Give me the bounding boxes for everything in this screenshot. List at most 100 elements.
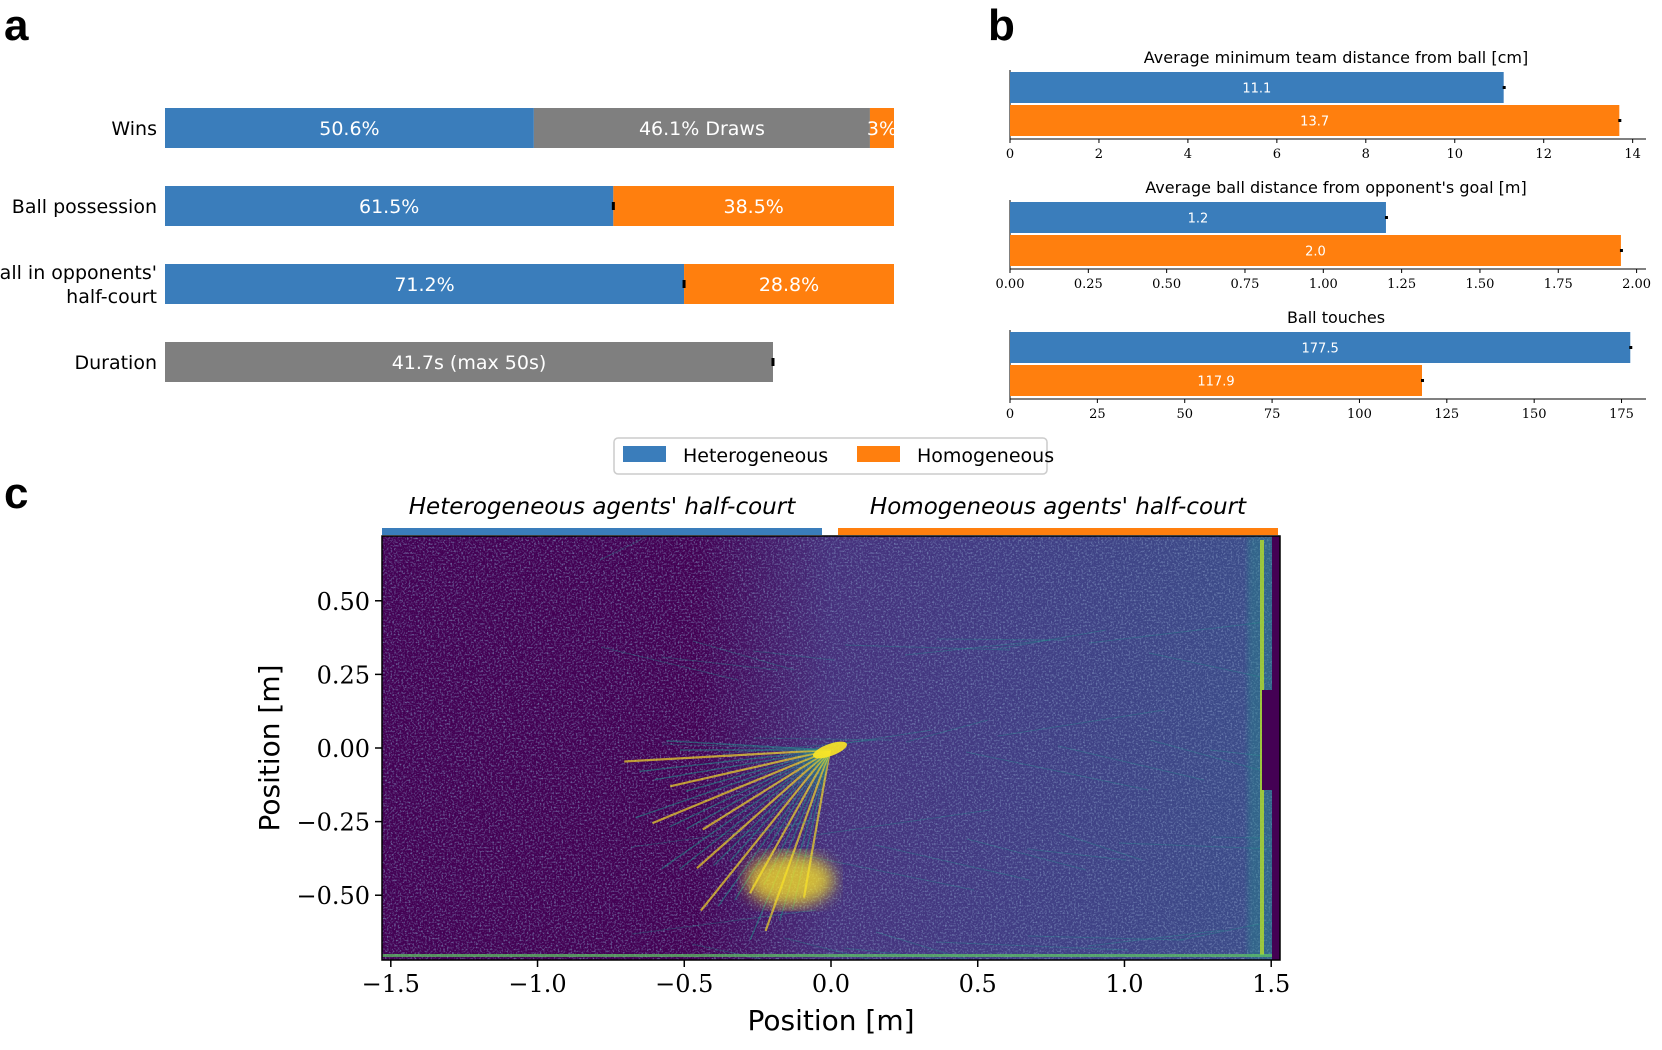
bar-segment-heterogeneous-row-1: [165, 186, 614, 226]
heatmap-ray: [624, 748, 831, 763]
error-bar-heterogeneous-b3: [1629, 346, 1633, 349]
heatmap-ray: [713, 749, 831, 867]
x-tick-label-b1: 12: [1535, 147, 1552, 162]
x-tick-label-b2: 0.50: [1152, 277, 1181, 292]
error-bar-homogeneous-b3: [1421, 379, 1425, 382]
x-tick-label-b1: 2: [1095, 147, 1103, 162]
x-tick-label-b1: 10: [1446, 147, 1463, 162]
heatmap-trajectory-line: [1027, 935, 1185, 941]
heatmap-y-tick-label: 0.00: [317, 735, 370, 763]
heatmap-hotspot-kickoff: [812, 741, 848, 759]
panel-b-chart-1: Average minimum team distance from ball …: [1006, 48, 1646, 162]
bar-segment-homogeneous-row-2: [684, 264, 894, 304]
error-bar-heterogeneous-b2: [1384, 216, 1388, 219]
x-tick-label-b3: 0: [1006, 407, 1014, 422]
bar-segment-label-draws-row-0: 46.1% Draws: [639, 118, 765, 140]
heatmap-right-edge: [1272, 536, 1280, 960]
bar-value-label-heterogeneous-b3: 177.5: [1302, 342, 1339, 357]
heatmap-y-tick-label: −0.50: [296, 882, 370, 910]
error-bar-row-3: [771, 358, 775, 366]
heatmap-trajectory-line: [996, 629, 1107, 650]
x-tick-label-b2: 1.75: [1544, 277, 1573, 292]
bar-segment-draws-row-3: [165, 342, 773, 382]
heatmap-trajectory-line: [966, 838, 1087, 871]
heatmap-trajectory-line: [1149, 739, 1261, 771]
row-label-1-line-0: Ball possession: [12, 196, 157, 218]
heatmap-x-tick-label: −1.0: [508, 970, 566, 998]
bar-segment-draws-row-0: [533, 108, 870, 148]
row-label-0-line-0: Wins: [111, 118, 157, 140]
heatmap-ray: [654, 749, 831, 781]
x-tick-label-b2: 0.25: [1074, 277, 1103, 292]
heatmap-ray: [679, 749, 831, 870]
bar-segment-label-draws-row-3: 41.7s (max 50s): [392, 352, 547, 374]
half-court-bar-homogeneous: [838, 528, 1278, 535]
heatmap-trajectory-line: [692, 640, 795, 671]
half-court-bar-heterogeneous: [382, 528, 822, 535]
heatmap-bottom-wall: [382, 954, 1280, 957]
heatmap-ray: [717, 749, 831, 907]
panel-b-chart-3: Ball touches 177.5 117.9 0 25 50 75 100 125 150 17…: [1006, 308, 1646, 422]
legend-swatch-heterogeneous: [623, 446, 666, 462]
bar-segment-label-homogeneous-row-2: 28.8%: [759, 274, 819, 296]
panel-b-chart-2: Average ball distance from opponent's go…: [996, 178, 1652, 292]
heatmap-trajectory-line: [814, 809, 991, 836]
heatmap-ray: [635, 749, 831, 819]
x-tick-label-b1: 4: [1184, 147, 1192, 162]
x-tick-label-b2: 1.25: [1387, 277, 1416, 292]
bar-segment-heterogeneous-row-0: [165, 108, 534, 148]
x-tick-label-b3: 150: [1522, 407, 1547, 422]
chart-title-b3: Ball touches: [1287, 308, 1385, 327]
heatmap-trajectory-line: [691, 943, 768, 960]
heatmap-y-tick-label: 0.25: [317, 661, 370, 689]
bar-homogeneous-b2: [1010, 235, 1621, 266]
legend-label-heterogeneous: Heterogeneous: [683, 445, 828, 467]
heatmap-ray: [685, 749, 831, 793]
x-tick-label-b3: 125: [1434, 407, 1459, 422]
bar-segment-label-heterogeneous-row-0: 50.6%: [319, 118, 379, 140]
heatmap-trajectory-line: [936, 638, 1067, 641]
bar-segment-label-heterogeneous-row-1: 61.5%: [359, 196, 419, 218]
heatmap-x-tick-label: 1.5: [1252, 970, 1290, 998]
bar-homogeneous-b3: [1010, 365, 1423, 396]
half-court-label-heterogeneous: Heterogeneous agents' half-court: [409, 494, 796, 520]
bar-segment-heterogeneous-row-2: [165, 264, 685, 304]
error-bar-row-2: [682, 280, 686, 288]
heatmap-trajectory-line: [782, 850, 975, 891]
heatmap-axes: −1.5 −1.0 −0.5 0.0 0.5 1.0 1.5 0.50 0.25 0.00 −0.2…: [296, 588, 1290, 998]
bar-segment-label-heterogeneous-row-2: 71.2%: [394, 274, 454, 296]
panel-c-heatmap: Heterogeneous agents' half-court Homogen…: [253, 494, 1290, 1037]
x-tick-label-b2: 0.00: [996, 277, 1025, 292]
heatmap-ray: [696, 749, 831, 870]
heatmap-trajectory-line: [1057, 745, 1205, 781]
row-label-2-line-1: half-court: [66, 286, 157, 308]
row-label-2-line-0: Ball in opponents': [0, 262, 157, 284]
error-bar-homogeneous-b2: [1619, 249, 1623, 252]
bar-segment-homogeneous-row-1: [613, 186, 894, 226]
bar-heterogeneous-b1: [1010, 72, 1504, 103]
heatmap-trajectory-line: [660, 656, 779, 671]
error-bar-heterogeneous-b1: [1502, 86, 1506, 89]
heatmap-x-axis-title: Position [m]: [747, 1004, 914, 1037]
bar-value-label-homogeneous-b1: 13.7: [1300, 115, 1329, 130]
x-tick-label-b1: 8: [1362, 147, 1370, 162]
panel-label-c: c: [4, 469, 28, 518]
legend-label-homogeneous: Homogeneous: [917, 445, 1054, 467]
heatmap-ray: [729, 749, 831, 862]
heatmap-ray: [661, 749, 831, 870]
x-tick-label-b2: 1.00: [1309, 277, 1338, 292]
legend-frame: [613, 437, 1048, 475]
x-tick-label-b1: 6: [1273, 147, 1281, 162]
row-label-3-line-0: Duration: [74, 352, 157, 374]
x-tick-label-b3: 175: [1609, 407, 1634, 422]
heatmap-ray: [669, 749, 831, 828]
heatmap-ray: [700, 749, 831, 912]
x-tick-label-b3: 25: [1089, 407, 1106, 422]
heatmap-trajectory-line: [752, 650, 835, 661]
heatmap-trajectory-line: [1026, 848, 1127, 861]
bar-value-label-homogeneous-b3: 117.9: [1197, 375, 1234, 390]
bar-heterogeneous-b2: [1010, 202, 1386, 233]
heatmap-trajectory-line: [905, 719, 989, 743]
x-tick-label-b1: 14: [1624, 147, 1641, 162]
legend-swatch-homogeneous: [857, 446, 900, 462]
